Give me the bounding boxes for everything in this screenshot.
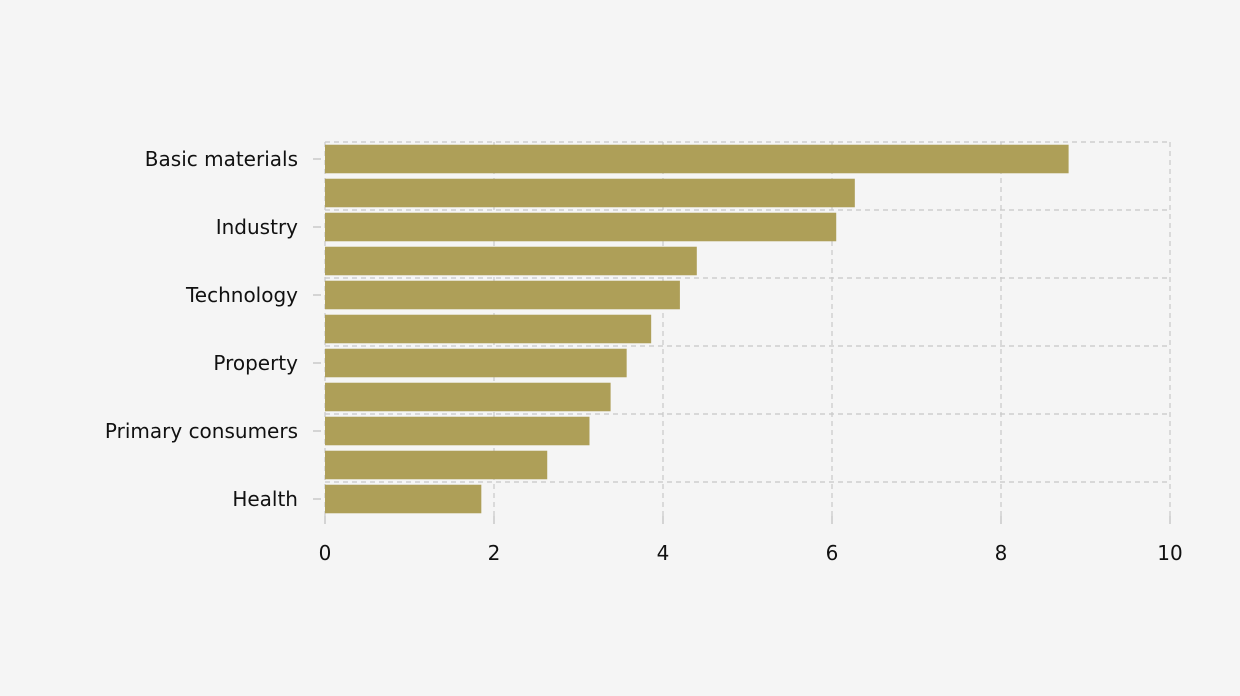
- y-tick-label-2: Industry: [216, 215, 298, 239]
- grid-lines: [324, 141, 1171, 516]
- x-tick-label-0: 0: [319, 541, 332, 565]
- y-axis-ticks: Basic materials Industry Technology Propert…: [105, 147, 321, 511]
- bar-1: [325, 178, 855, 208]
- bar-8: [325, 416, 590, 446]
- bar-2: [325, 212, 837, 242]
- bar-4: [325, 280, 680, 310]
- x-tick-label-2: 4: [657, 541, 670, 565]
- bar-0: [325, 144, 1069, 174]
- x-tick-label-3: 6: [826, 541, 839, 565]
- x-tick-label-5: 10: [1157, 541, 1182, 565]
- y-tick-label-0: Basic materials: [145, 147, 298, 171]
- x-axis-ticks: 0 2 4 6 8 10: [319, 516, 1183, 565]
- bar-9: [325, 450, 548, 480]
- bar-5: [325, 314, 652, 344]
- y-tick-label-10: Health: [232, 487, 298, 511]
- bar-10: [325, 484, 482, 514]
- y-tick-label-6: Property: [213, 351, 298, 375]
- bar-3: [325, 246, 697, 276]
- bars: [325, 144, 1069, 514]
- x-tick-label-4: 8: [995, 541, 1008, 565]
- bar-6: [325, 348, 627, 378]
- y-tick-label-4: Technology: [185, 283, 298, 307]
- bar-7: [325, 382, 611, 412]
- x-tick-label-1: 2: [488, 541, 501, 565]
- y-tick-label-8: Primary consumers: [105, 419, 298, 443]
